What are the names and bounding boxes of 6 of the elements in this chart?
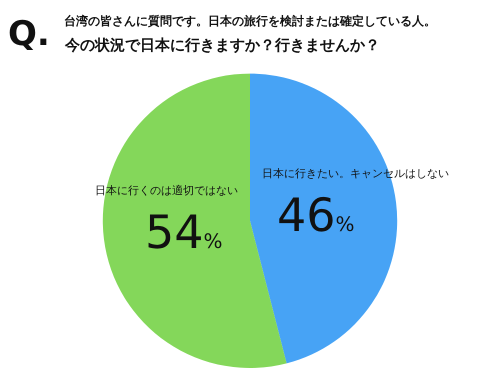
slice-label: 日本に行くのは適切ではない xyxy=(95,184,238,197)
data-label: 46% xyxy=(277,188,355,242)
chart-subtitle: 台湾の皆さんに質問です。日本の旅行を検討または確定している人。 xyxy=(64,14,436,28)
text: 今の状況で日本に行きますか？行きませんか？ xyxy=(64,36,380,54)
data-label: 54% xyxy=(145,205,223,259)
chart-title: Q. xyxy=(8,14,50,54)
